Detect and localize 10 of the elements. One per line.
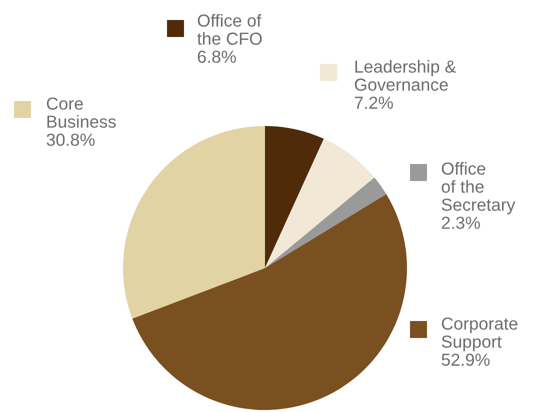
data-label: 6.8% bbox=[198, 50, 236, 63]
legend-label: Office of the CFO bbox=[197, 14, 262, 45]
legend-label: Office of the Secretary bbox=[442, 162, 516, 214]
data-label: 30.8% bbox=[46, 134, 95, 146]
data-label: 52.9% bbox=[442, 354, 490, 366]
legend-label: Core Business bbox=[46, 97, 116, 128]
legend-label: Corporate Support bbox=[442, 317, 518, 352]
legend-label: Leadership & Governance bbox=[354, 60, 456, 91]
data-label: 2.3% bbox=[442, 216, 480, 229]
data-label: 7.2% bbox=[354, 96, 393, 109]
